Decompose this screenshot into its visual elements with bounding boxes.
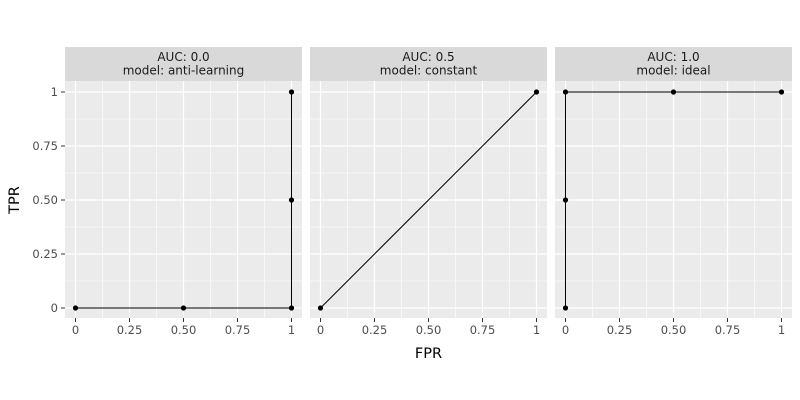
facet-1-point-4 [288, 197, 295, 203]
y-axis-title: TPR [7, 186, 23, 215]
facet-3-point-4 [670, 89, 677, 95]
facet-3-strip-label-1: AUC: 1.0 [647, 50, 699, 64]
facet-1-point-5 [288, 89, 295, 95]
facet-2-x-tick-label: 0.25 [362, 323, 388, 337]
facet-3-strip [555, 47, 792, 81]
y-tick-label: 0.25 [32, 247, 58, 261]
facet-1-x-tick-label: 0.25 [117, 323, 143, 337]
facet-1-x-tick-label: 0.75 [225, 323, 251, 337]
facet-1-x-tick-label: 1 [288, 323, 295, 337]
facet-2-x-tick-label: 0.50 [416, 323, 442, 337]
facet-2-strip-label-2: model: constant [380, 64, 478, 78]
facet-2-x-tick-label: 0 [317, 323, 324, 337]
facet-3-point-5 [778, 89, 785, 95]
facet-1-strip-label-1: AUC: 0.0 [157, 50, 209, 64]
facet-2-point-1 [317, 305, 324, 311]
facet-1-strip [65, 47, 302, 81]
facet-2-point-2 [533, 89, 540, 95]
facet-1-strip-label-2: model: anti-learning [123, 64, 245, 78]
y-tick-label: 1 [51, 85, 58, 99]
y-tick-label: 0 [51, 301, 58, 315]
facet-1-point-3 [288, 305, 295, 311]
facet-3-x-tick-label: 0.25 [607, 323, 633, 337]
x-axis-title: FPR [415, 346, 442, 362]
facet-3-strip-label-2: model: ideal [636, 64, 710, 78]
y-tick-label: 0.50 [32, 193, 58, 207]
facet-1-point-1 [72, 305, 79, 311]
facet-3-point-3 [562, 89, 569, 95]
facet-2-strip [310, 47, 547, 81]
facet-3-x-tick-label: 1 [778, 323, 785, 337]
facet-1-x-tick-label: 0.50 [171, 323, 197, 337]
facet-3-x-tick-label: 0.75 [715, 323, 741, 337]
facet-2-x-tick-label: 0.75 [470, 323, 496, 337]
facet-1-x-tick-label: 0 [72, 323, 79, 337]
facet-1-point-2 [180, 305, 187, 311]
facet-2-x-tick-label: 1 [533, 323, 540, 337]
facet-3-x-tick-label: 0 [562, 323, 569, 337]
facet-3-x-tick-label: 0.50 [661, 323, 687, 337]
facet-2-roc-line [320, 91, 537, 309]
facet-2-strip-label-1: AUC: 0.5 [402, 50, 454, 64]
y-tick-label: 0.75 [32, 139, 58, 153]
facet-3-point-1 [562, 305, 569, 311]
facet-3-point-2 [562, 197, 569, 203]
